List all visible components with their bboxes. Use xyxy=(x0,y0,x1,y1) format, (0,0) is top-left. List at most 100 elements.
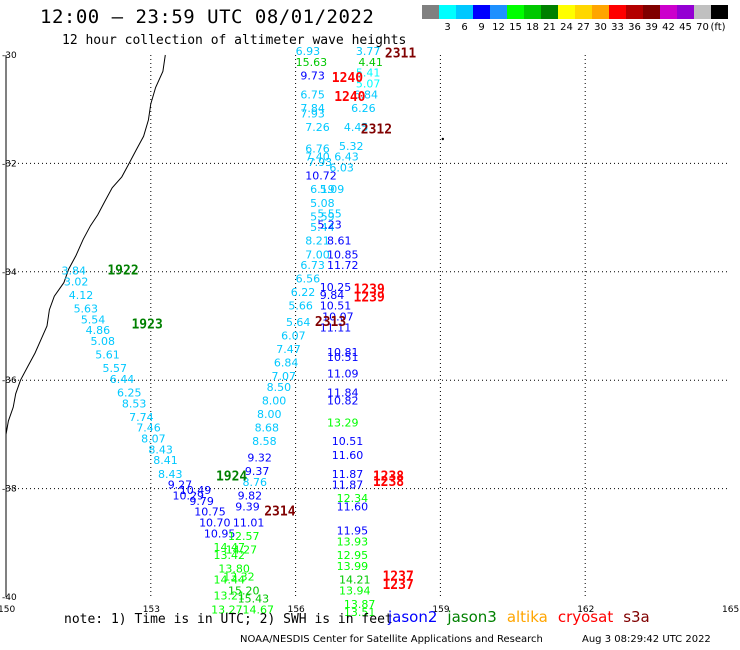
wave-height-value: 8.00 xyxy=(262,395,287,408)
wave-height-value: 3.02 xyxy=(64,275,89,288)
wave-height-value: 10.51 xyxy=(327,351,359,364)
wave-height-value: 4.86 xyxy=(86,324,111,337)
lat-label: -34 xyxy=(2,268,17,278)
footer-note: note: 1) Time is in UTC; 2) SWH is in fe… xyxy=(64,612,393,627)
wave-height-value: 11.60 xyxy=(337,500,369,513)
wave-height-value: 13.94 xyxy=(339,584,371,597)
wave-height-value: 6.56 xyxy=(296,273,321,286)
pass-time-label: 1240 xyxy=(334,90,365,105)
lon-label: 162 xyxy=(577,605,594,615)
color-scale-label: 9 xyxy=(478,22,485,33)
wave-height-value: 6.76 xyxy=(305,143,330,156)
wave-height-value: 7.84 xyxy=(300,102,325,115)
wave-height-value: 11.72 xyxy=(327,259,359,272)
color-swatch xyxy=(507,5,524,19)
wave-height-value: 5.32 xyxy=(339,140,364,153)
color-scale-label: 70 xyxy=(696,22,709,33)
wave-height-value: 6.07 xyxy=(281,330,306,343)
pass-time-label: 1237 xyxy=(382,570,413,585)
wave-height-value: 4.41 xyxy=(358,56,383,69)
color-swatch xyxy=(660,5,677,19)
wave-height-value: 7.46 xyxy=(136,422,161,435)
color-swatch xyxy=(694,5,711,19)
pass-time-label: 1239 xyxy=(354,291,385,306)
wave-height-value: 12.95 xyxy=(337,549,369,562)
color-swatch xyxy=(626,5,643,19)
wave-height-value: 5.23 xyxy=(317,218,342,231)
wave-height-value: 13.80 xyxy=(218,563,250,576)
pass-time-label: 1924 xyxy=(216,469,247,484)
wave-height-value: 5.54 xyxy=(81,313,106,326)
pass-time-label: 1240 xyxy=(332,71,363,86)
wave-height-value: 6.26 xyxy=(351,102,376,115)
wave-height-value: 10.25 xyxy=(320,281,352,294)
lat-label: -38 xyxy=(2,485,17,495)
wave-height-value: 10.82 xyxy=(327,395,359,408)
wave-height-value: 7.40 xyxy=(305,151,330,164)
color-scale-label: 3 xyxy=(444,22,451,33)
color-scale-label: 6 xyxy=(461,22,468,33)
wave-height-value: 8.50 xyxy=(267,381,292,394)
color-swatch xyxy=(490,5,507,19)
color-scale-label: 27 xyxy=(577,22,590,33)
lat-label: -36 xyxy=(2,376,17,386)
pass-time-label: 2312 xyxy=(361,123,392,138)
lat-label: -32 xyxy=(2,159,17,169)
credit-timestamp: Aug 3 08:29:42 UTC 2022 xyxy=(582,634,711,645)
wave-height-value: 7.26 xyxy=(305,121,330,134)
wave-height-value: 6.22 xyxy=(291,286,316,299)
pass-time-label: 1239 xyxy=(354,282,385,297)
wave-height-value: 7.93 xyxy=(308,156,333,169)
wave-height-value: 5.57 xyxy=(103,362,128,375)
wave-height-value: 10.75 xyxy=(194,506,226,519)
satellite-legend-cryosat: cryosat xyxy=(557,608,614,626)
wave-height-value: 8.58 xyxy=(252,435,277,448)
wave-height-value: 15.63 xyxy=(296,56,328,69)
wave-height-value: 3.77 xyxy=(356,45,381,58)
color-swatch xyxy=(422,5,439,19)
lon-label: 165 xyxy=(722,605,739,615)
wave-height-value: 15.20 xyxy=(228,584,260,597)
wave-height-value: 6.73 xyxy=(300,259,325,272)
pass-time-label: 1923 xyxy=(131,318,162,333)
color-swatch xyxy=(575,5,592,19)
color-swatch xyxy=(439,5,456,19)
wave-height-value: 10.81 xyxy=(327,346,359,359)
wave-height-value: 10.51 xyxy=(320,300,352,313)
color-scale-label: 42 xyxy=(662,22,675,33)
wave-height-value: 10.85 xyxy=(327,248,359,261)
wave-height-value: 10.29 xyxy=(173,489,205,502)
wave-height-value: 6.84 xyxy=(354,88,379,101)
wave-height-value: 11.95 xyxy=(337,525,369,538)
wave-height-value: 13.21 xyxy=(214,590,246,603)
wave-height-value: 12.34 xyxy=(337,492,369,505)
wave-height-value: 13.29 xyxy=(327,416,359,429)
wave-height-value: 13.93 xyxy=(337,536,369,549)
lon-label: 156 xyxy=(288,605,305,615)
color-scale-label: 30 xyxy=(594,22,607,33)
wave-height-value: 10.51 xyxy=(332,435,364,448)
lat-label: -40 xyxy=(2,593,17,603)
wave-height-value: 5.55 xyxy=(317,208,342,221)
wave-height-value: 7.07 xyxy=(271,370,296,383)
wave-height-value: 9.27 xyxy=(168,479,193,492)
wave-height-value: 5.08 xyxy=(310,197,335,210)
color-scale-label: 15 xyxy=(509,22,522,33)
wave-height-value: 8.00 xyxy=(257,408,282,421)
wave-height-value: 4.12 xyxy=(69,289,94,302)
color-swatch xyxy=(558,5,575,19)
page-subtitle: 12 hour collection of altimeter wave hei… xyxy=(62,33,407,48)
wave-height-value: 9.84 xyxy=(320,289,345,302)
color-swatch xyxy=(592,5,609,19)
wave-height-value: 5.44 xyxy=(310,221,335,234)
wave-height-value: 10.70 xyxy=(199,517,231,530)
wave-height-value: 11.60 xyxy=(332,449,364,462)
wave-height-value: 9.39 xyxy=(235,500,260,513)
wave-height-value: 9.79 xyxy=(189,495,214,508)
wave-height-value: 5.09 xyxy=(320,183,345,196)
wave-height-value: 8.43 xyxy=(148,443,173,456)
wave-height-value: 9.73 xyxy=(300,69,325,82)
color-swatch xyxy=(677,5,694,19)
color-scale-label: 39 xyxy=(645,22,658,33)
